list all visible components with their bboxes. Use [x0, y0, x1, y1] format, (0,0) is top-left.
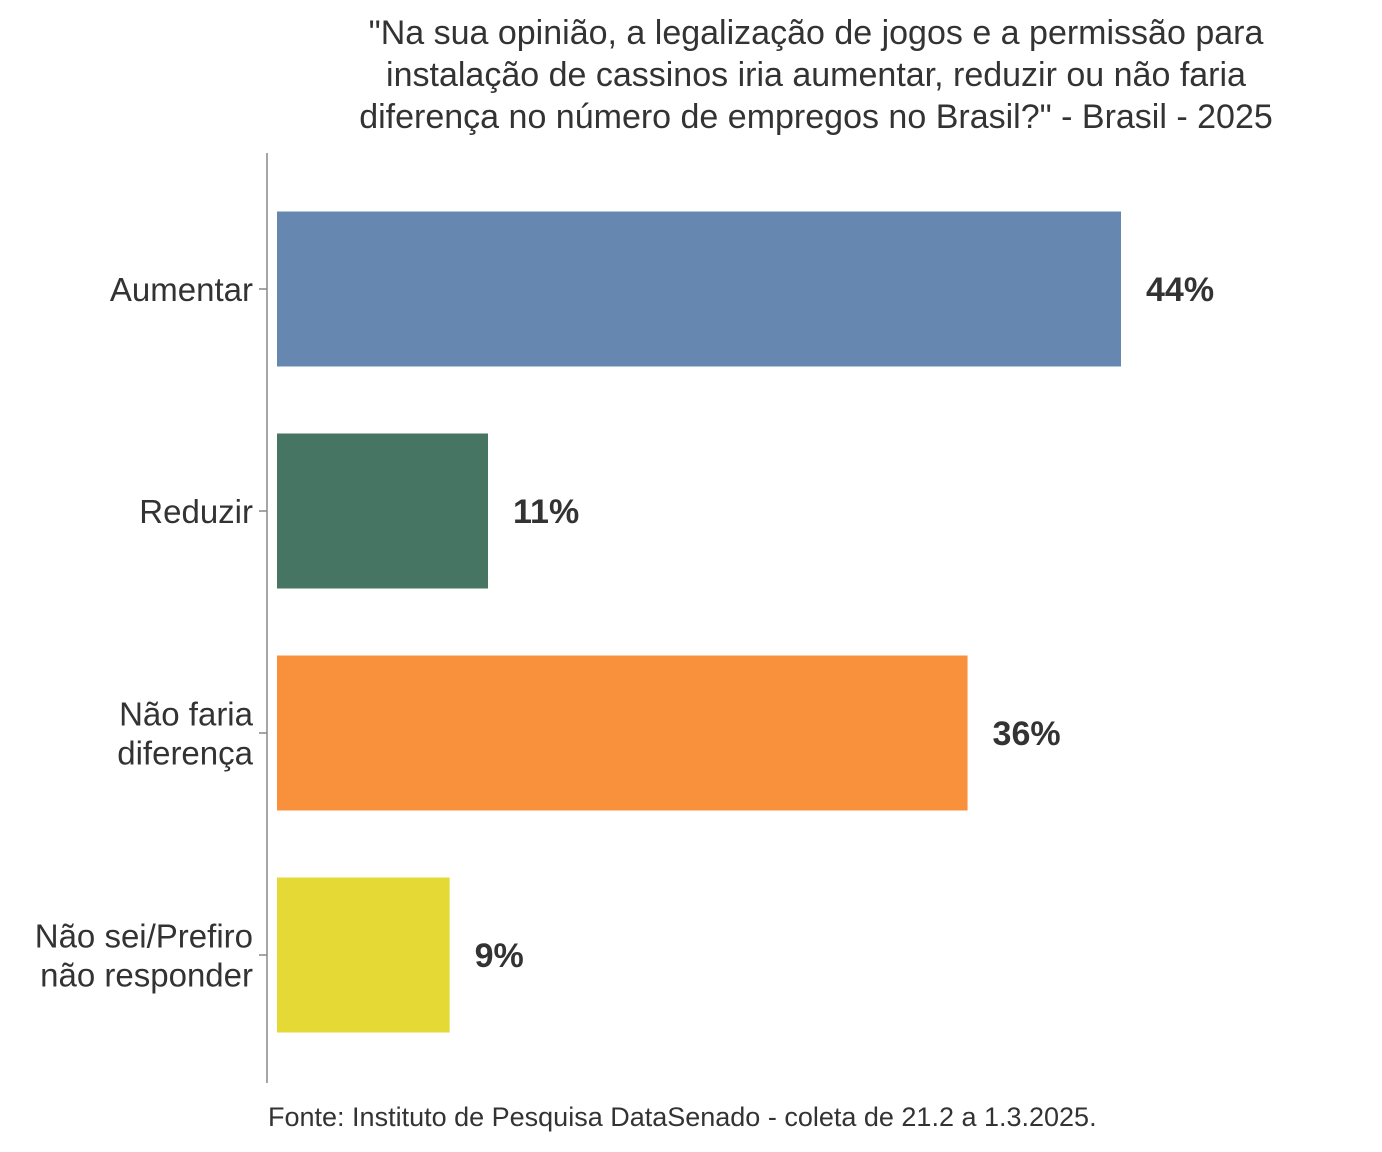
bar-3	[277, 877, 450, 1033]
y-tick-label-2: Não faria diferença	[117, 696, 253, 772]
y-tick-label-2-line-1: diferença	[117, 735, 253, 772]
data-label-3: 9%	[475, 937, 524, 975]
y-tick-label-1: Reduzir	[139, 493, 253, 530]
chart-title: "Na sua opinião, a legalização de jogos …	[260, 12, 1372, 138]
y-tick-label-1-line-0: Reduzir	[139, 493, 253, 530]
y-tick-label-3-line-1: não responder	[40, 957, 253, 994]
data-label-2: 36%	[993, 715, 1061, 753]
chart-title-line-3: diferença no número de empregos no Brasi…	[359, 98, 1273, 136]
y-tick-label-0-line-0: Aumentar	[110, 271, 253, 308]
y-tick-label-3: Não sei/Prefiro não responder	[35, 918, 253, 994]
source-note: Fonte: Instituto de Pesquisa DataSenado …	[268, 1102, 1097, 1132]
bar-1	[277, 433, 488, 589]
y-tick-label-3-line-0: Não sei/Prefiro	[35, 918, 253, 955]
bar-0	[277, 211, 1121, 367]
bars-layer: 44% Aumentar 11% Reduzir 36% Não faria diferen…	[35, 211, 1214, 1033]
data-label-1: 11%	[513, 493, 579, 531]
chart-title-line-2: instalação de cassinos iria aumentar, re…	[386, 56, 1246, 94]
y-tick-label-0: Aumentar	[110, 271, 253, 308]
y-tick-label-2-line-0: Não faria	[119, 696, 254, 733]
chart-title-line-1: "Na sua opinião, a legalização de jogos …	[368, 14, 1264, 52]
bar-2	[277, 655, 968, 811]
data-label-0: 44%	[1146, 271, 1214, 309]
